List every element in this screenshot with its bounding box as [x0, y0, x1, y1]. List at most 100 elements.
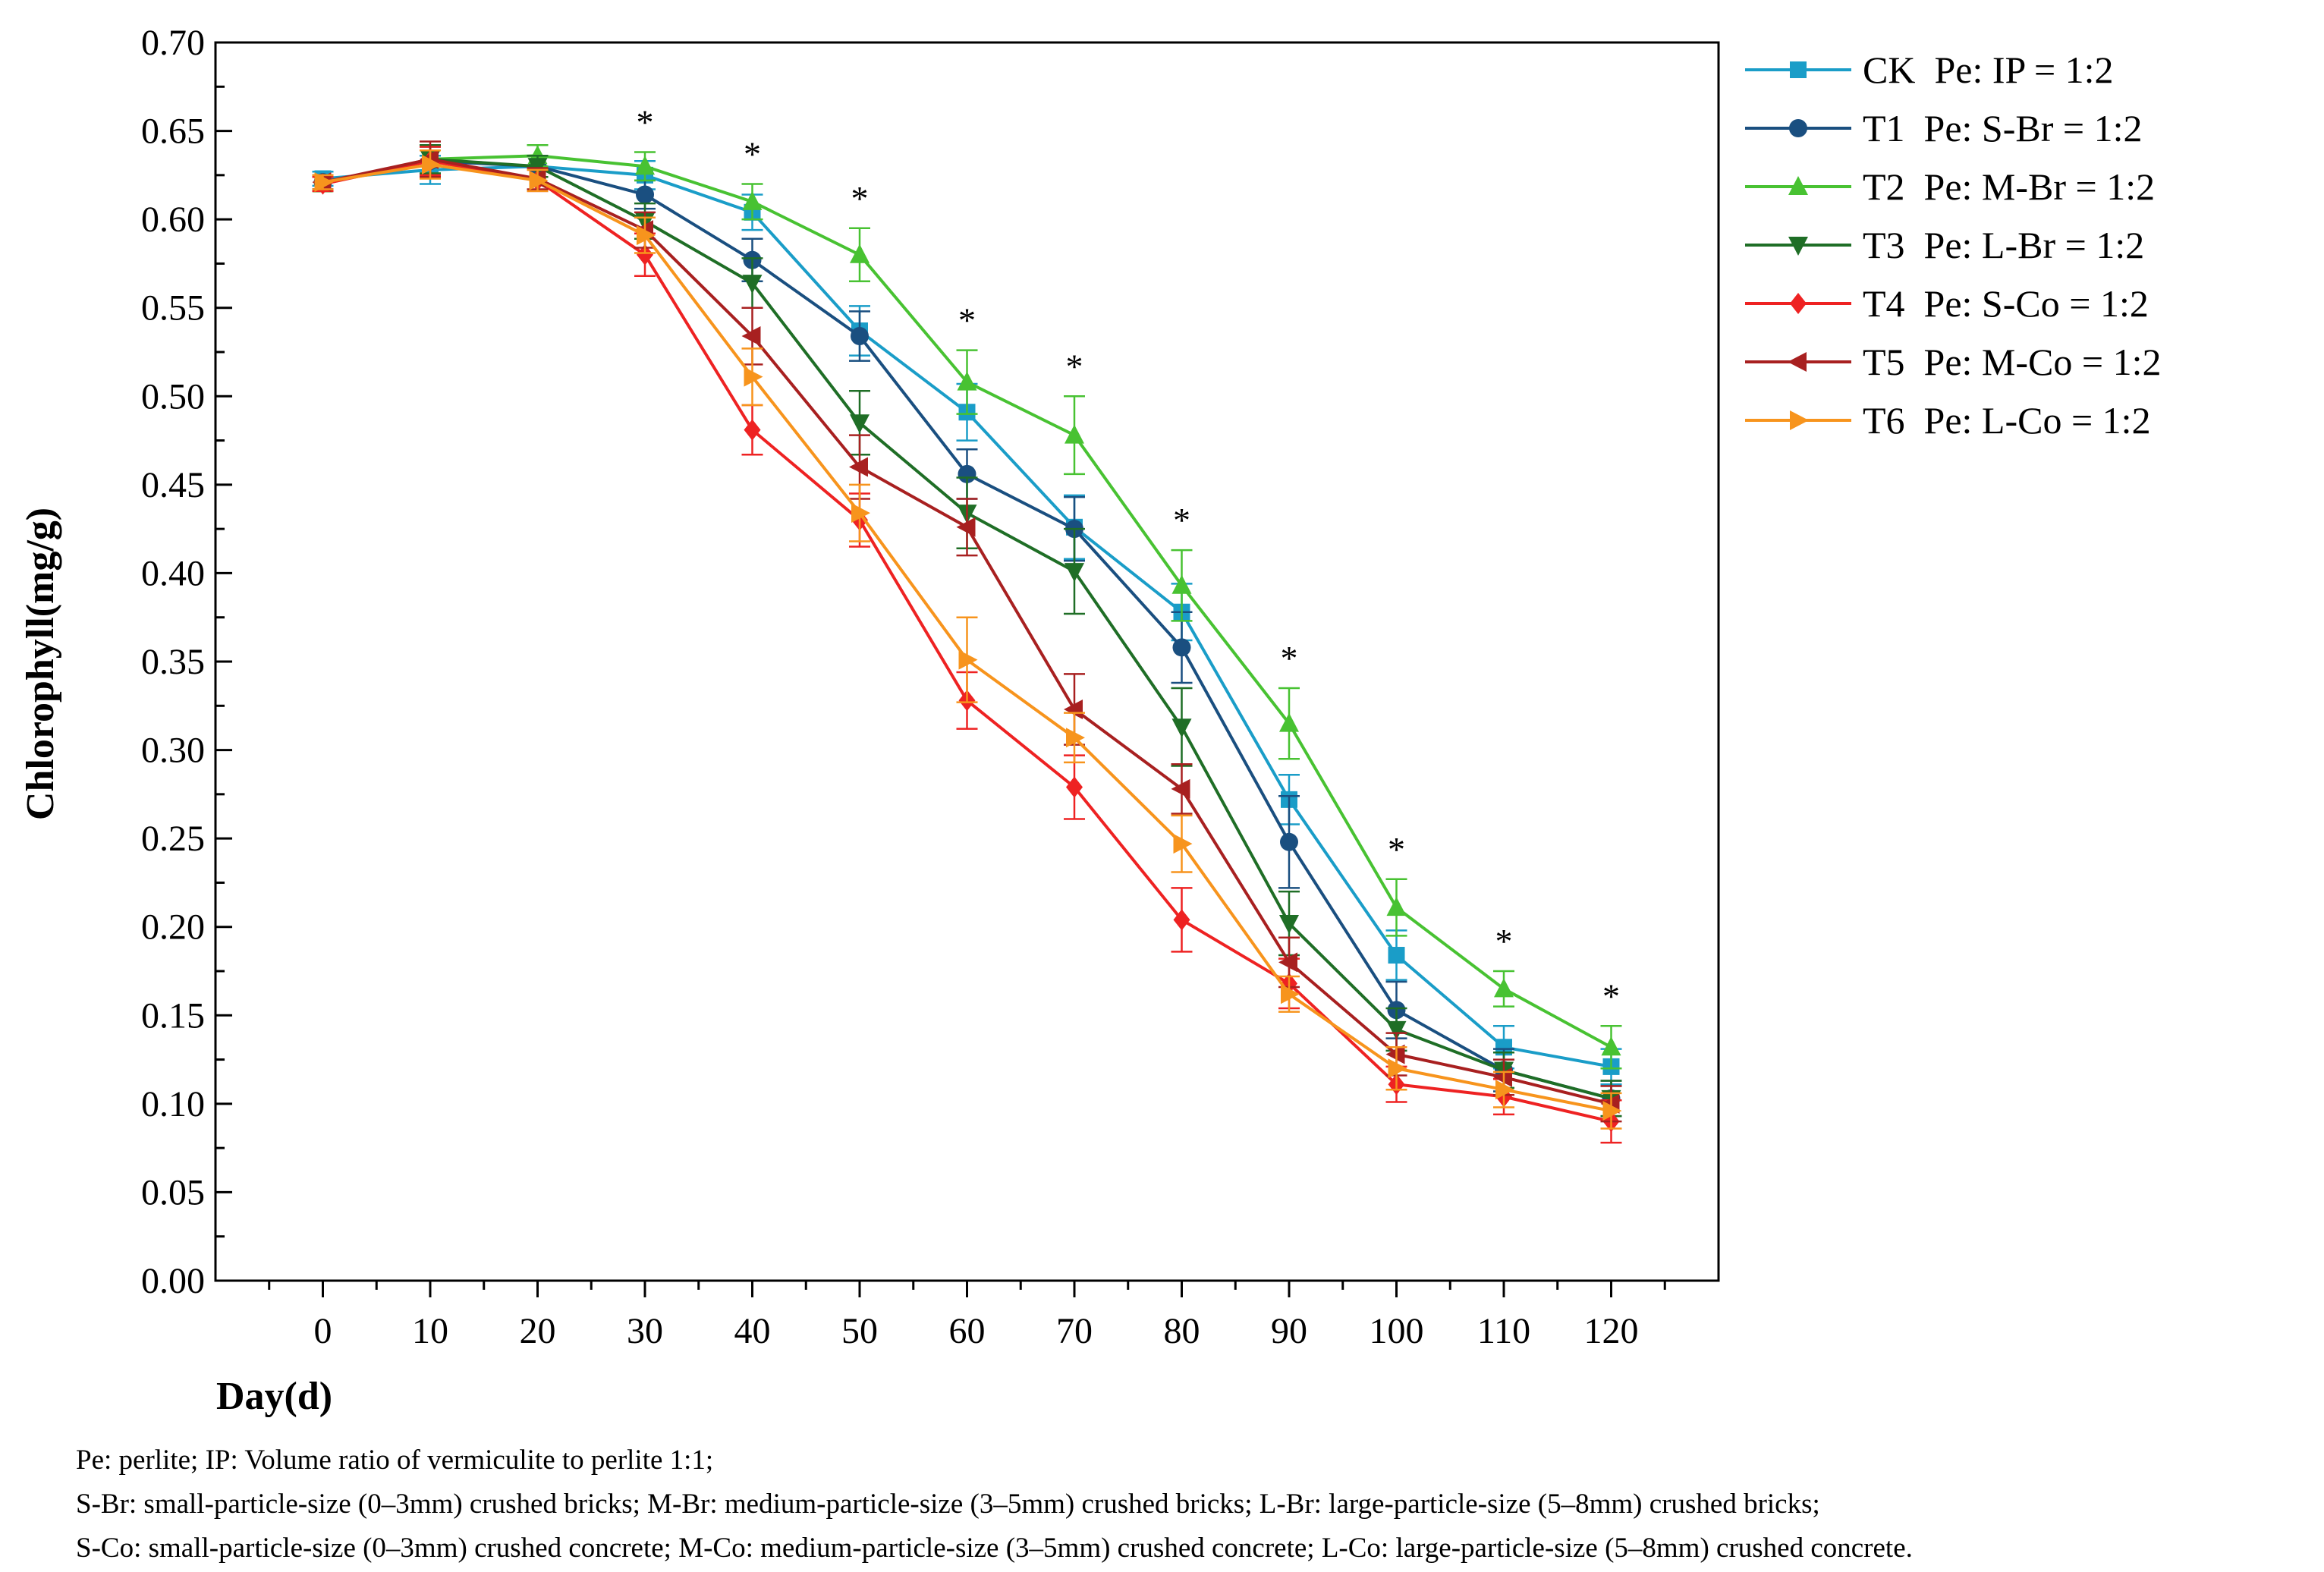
legend-item-t1: T1 Pe: S-Br = 1:2 — [1745, 107, 2142, 149]
data-point — [1790, 410, 1809, 430]
y-tick-label: 0.55 — [141, 288, 205, 329]
x-tick-label: 60 — [949, 1311, 986, 1351]
data-point — [1171, 718, 1192, 738]
data-point — [1388, 1058, 1407, 1079]
data-point — [1173, 909, 1190, 931]
x-tick-label: 100 — [1370, 1311, 1424, 1351]
x-tick-label: 10 — [412, 1311, 448, 1351]
data-point — [1279, 915, 1299, 935]
data-point — [850, 244, 870, 263]
legend-item-t4: T4 Pe: S-Co = 1:2 — [1745, 282, 2149, 325]
data-point — [1171, 574, 1192, 594]
legend-item-t5: T5 Pe: M-Co = 1:2 — [1745, 341, 2161, 383]
data-point — [1495, 1039, 1512, 1056]
data-point — [741, 326, 761, 347]
legend-label: T6 Pe: L-Co = 1:2 — [1863, 399, 2151, 442]
x-tick-label: 120 — [1584, 1311, 1639, 1351]
y-tick-label: 0.35 — [141, 642, 205, 682]
y-tick-label: 0.65 — [141, 112, 205, 152]
x-tick-label: 50 — [841, 1311, 878, 1351]
legend-label: T4 Pe: S-Co = 1:2 — [1863, 282, 2149, 325]
significance-marker: * — [1066, 347, 1083, 385]
data-point — [1386, 1020, 1407, 1040]
data-point — [1788, 352, 1807, 372]
note-line-concrete: S-Co: small-particle-size (0–3mm) crushe… — [76, 1533, 1913, 1564]
data-point — [1281, 984, 1300, 1005]
data-point — [1065, 563, 1084, 583]
y-axis-label: Chlorophyll(mg/g) — [19, 508, 62, 820]
x-tick-label: 30 — [627, 1311, 663, 1351]
data-point — [1495, 1080, 1514, 1100]
data-point — [1790, 293, 1807, 314]
series-t6 — [312, 149, 1622, 1130]
legend-label: T3 Pe: L-Br = 1:2 — [1863, 224, 2144, 266]
note-line-bricks: S-Br: small-particle-size (0–3mm) crushe… — [76, 1489, 1820, 1520]
significance-marker: * — [958, 301, 976, 340]
y-tick-label: 0.25 — [141, 819, 205, 859]
x-tick-label: 20 — [520, 1311, 556, 1351]
y-tick-label: 0.45 — [141, 465, 205, 505]
significance-marker: * — [1281, 639, 1298, 678]
y-tick-label: 0.40 — [141, 553, 205, 593]
x-tick-label: 0 — [314, 1311, 332, 1351]
y-tick-label: 0.70 — [141, 23, 205, 63]
data-point — [1066, 728, 1085, 748]
chlorophyll-line-chart: 0.00 0.05 0.10 0.15 0.20 0.25 0.30 0.35 0.40 0.45… — [19, 23, 2161, 1418]
legend-label: T5 Pe: M-Co = 1:2 — [1863, 341, 2161, 383]
significance-marker: * — [1388, 830, 1405, 869]
y-tick-label: 0.20 — [141, 907, 205, 948]
data-point — [849, 457, 868, 477]
data-point — [1172, 638, 1191, 657]
data-point — [1602, 1101, 1622, 1121]
data-point — [958, 464, 976, 483]
x-tick-label: 90 — [1271, 1311, 1307, 1351]
series-line — [322, 154, 1612, 1049]
data-point — [742, 275, 763, 294]
significance-marker: * — [1602, 976, 1620, 1015]
data-point — [1173, 834, 1193, 854]
y-tick-label: 0.05 — [141, 1172, 205, 1212]
data-point — [636, 185, 654, 204]
data-point — [1788, 237, 1808, 256]
data-point — [1280, 832, 1298, 851]
y-tick-label: 0.30 — [141, 731, 205, 771]
legend-item-t6: T6 Pe: L-Co = 1:2 — [1745, 399, 2151, 442]
legend-label: CK Pe: IP = 1:2 — [1863, 49, 2114, 91]
legend-item-t2: T2 Pe: M-Br = 1:2 — [1745, 165, 2155, 208]
significance-marker: * — [744, 135, 761, 174]
y-tick-label: 0.15 — [141, 995, 205, 1036]
figure-notes: Pe: perlite; IP: Volume ratio of vermicu… — [76, 1438, 2314, 1570]
data-point — [1601, 1036, 1621, 1056]
data-point — [1278, 952, 1297, 973]
x-tick-label: 80 — [1164, 1311, 1200, 1351]
data-point — [957, 371, 977, 391]
data-point — [850, 414, 870, 434]
data-point — [1790, 61, 1807, 78]
data-point — [851, 327, 869, 346]
data-point — [958, 649, 978, 670]
data-point — [422, 154, 441, 174]
data-point — [1279, 712, 1299, 732]
data-point — [314, 172, 334, 193]
data-point — [1788, 176, 1808, 195]
data-point — [529, 170, 549, 190]
series-t2 — [312, 143, 1622, 1070]
data-point — [744, 419, 761, 441]
data-point — [1494, 978, 1514, 998]
note-line-abbreviations: Pe: perlite; IP: Volume ratio of vermicu… — [76, 1445, 714, 1476]
legend-item-t3: T3 Pe: L-Br = 1:2 — [1745, 224, 2144, 266]
x-tick-label: 40 — [734, 1311, 771, 1351]
y-tick-label: 0.50 — [141, 376, 205, 417]
data-point — [1066, 776, 1083, 798]
data-point — [1789, 119, 1807, 137]
y-tick-label: 0.00 — [141, 1261, 205, 1301]
data-point — [744, 366, 763, 387]
data-point — [1386, 897, 1407, 916]
x-tick-label: 70 — [1056, 1311, 1093, 1351]
data-point — [635, 156, 655, 175]
data-point — [1171, 778, 1190, 799]
legend-label: T1 Pe: S-Br = 1:2 — [1863, 107, 2142, 149]
data-point — [1064, 699, 1083, 719]
data-point — [637, 244, 653, 266]
data-point — [1385, 1044, 1405, 1064]
